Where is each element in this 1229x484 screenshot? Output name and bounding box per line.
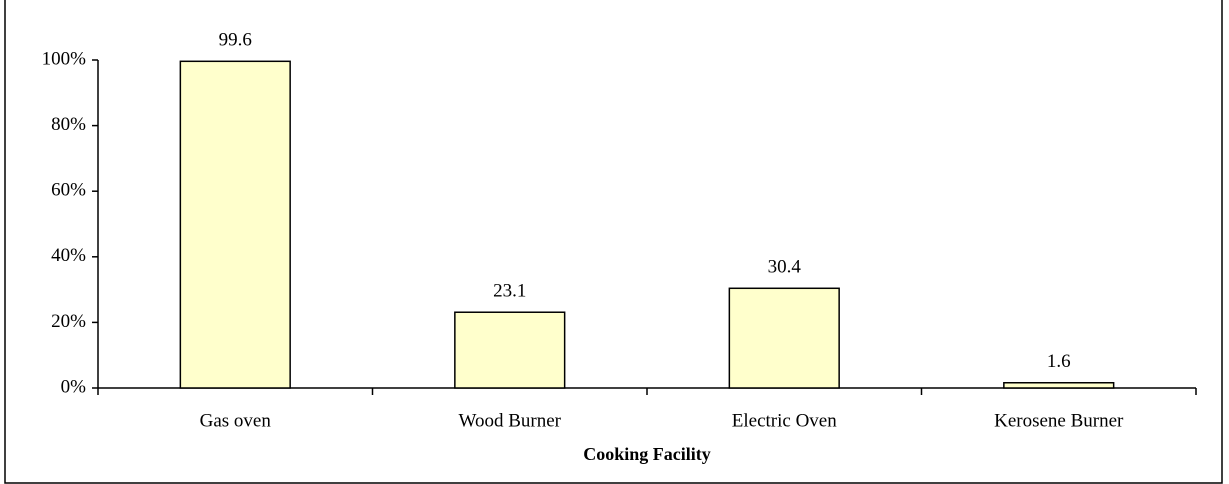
bar: [728, 287, 840, 389]
x-axis-title: Cooking Facility: [583, 444, 711, 464]
bar: [454, 311, 566, 389]
data-label: 1.6: [1047, 351, 1071, 372]
y-tick-label: 60%: [51, 180, 86, 201]
data-label: 23.1: [493, 281, 526, 302]
data-label: 30.4: [768, 257, 802, 278]
y-tick-label: 20%: [51, 311, 86, 332]
x-tick-label: Gas oven: [200, 410, 272, 431]
x-tick-label: Wood Burner: [459, 410, 562, 431]
y-tick-label: 40%: [51, 245, 86, 266]
x-tick-label: Electric Oven: [732, 410, 837, 431]
x-tick-label: Kerosene Burner: [994, 410, 1124, 431]
bar: [179, 60, 291, 389]
bar: [1003, 382, 1115, 389]
y-tick-label: 0%: [61, 376, 87, 397]
data-label: 99.6: [219, 30, 252, 51]
y-tick-label: 80%: [51, 114, 86, 135]
chart-frame: [4, 0, 1223, 484]
y-tick-label: 100%: [42, 48, 87, 69]
